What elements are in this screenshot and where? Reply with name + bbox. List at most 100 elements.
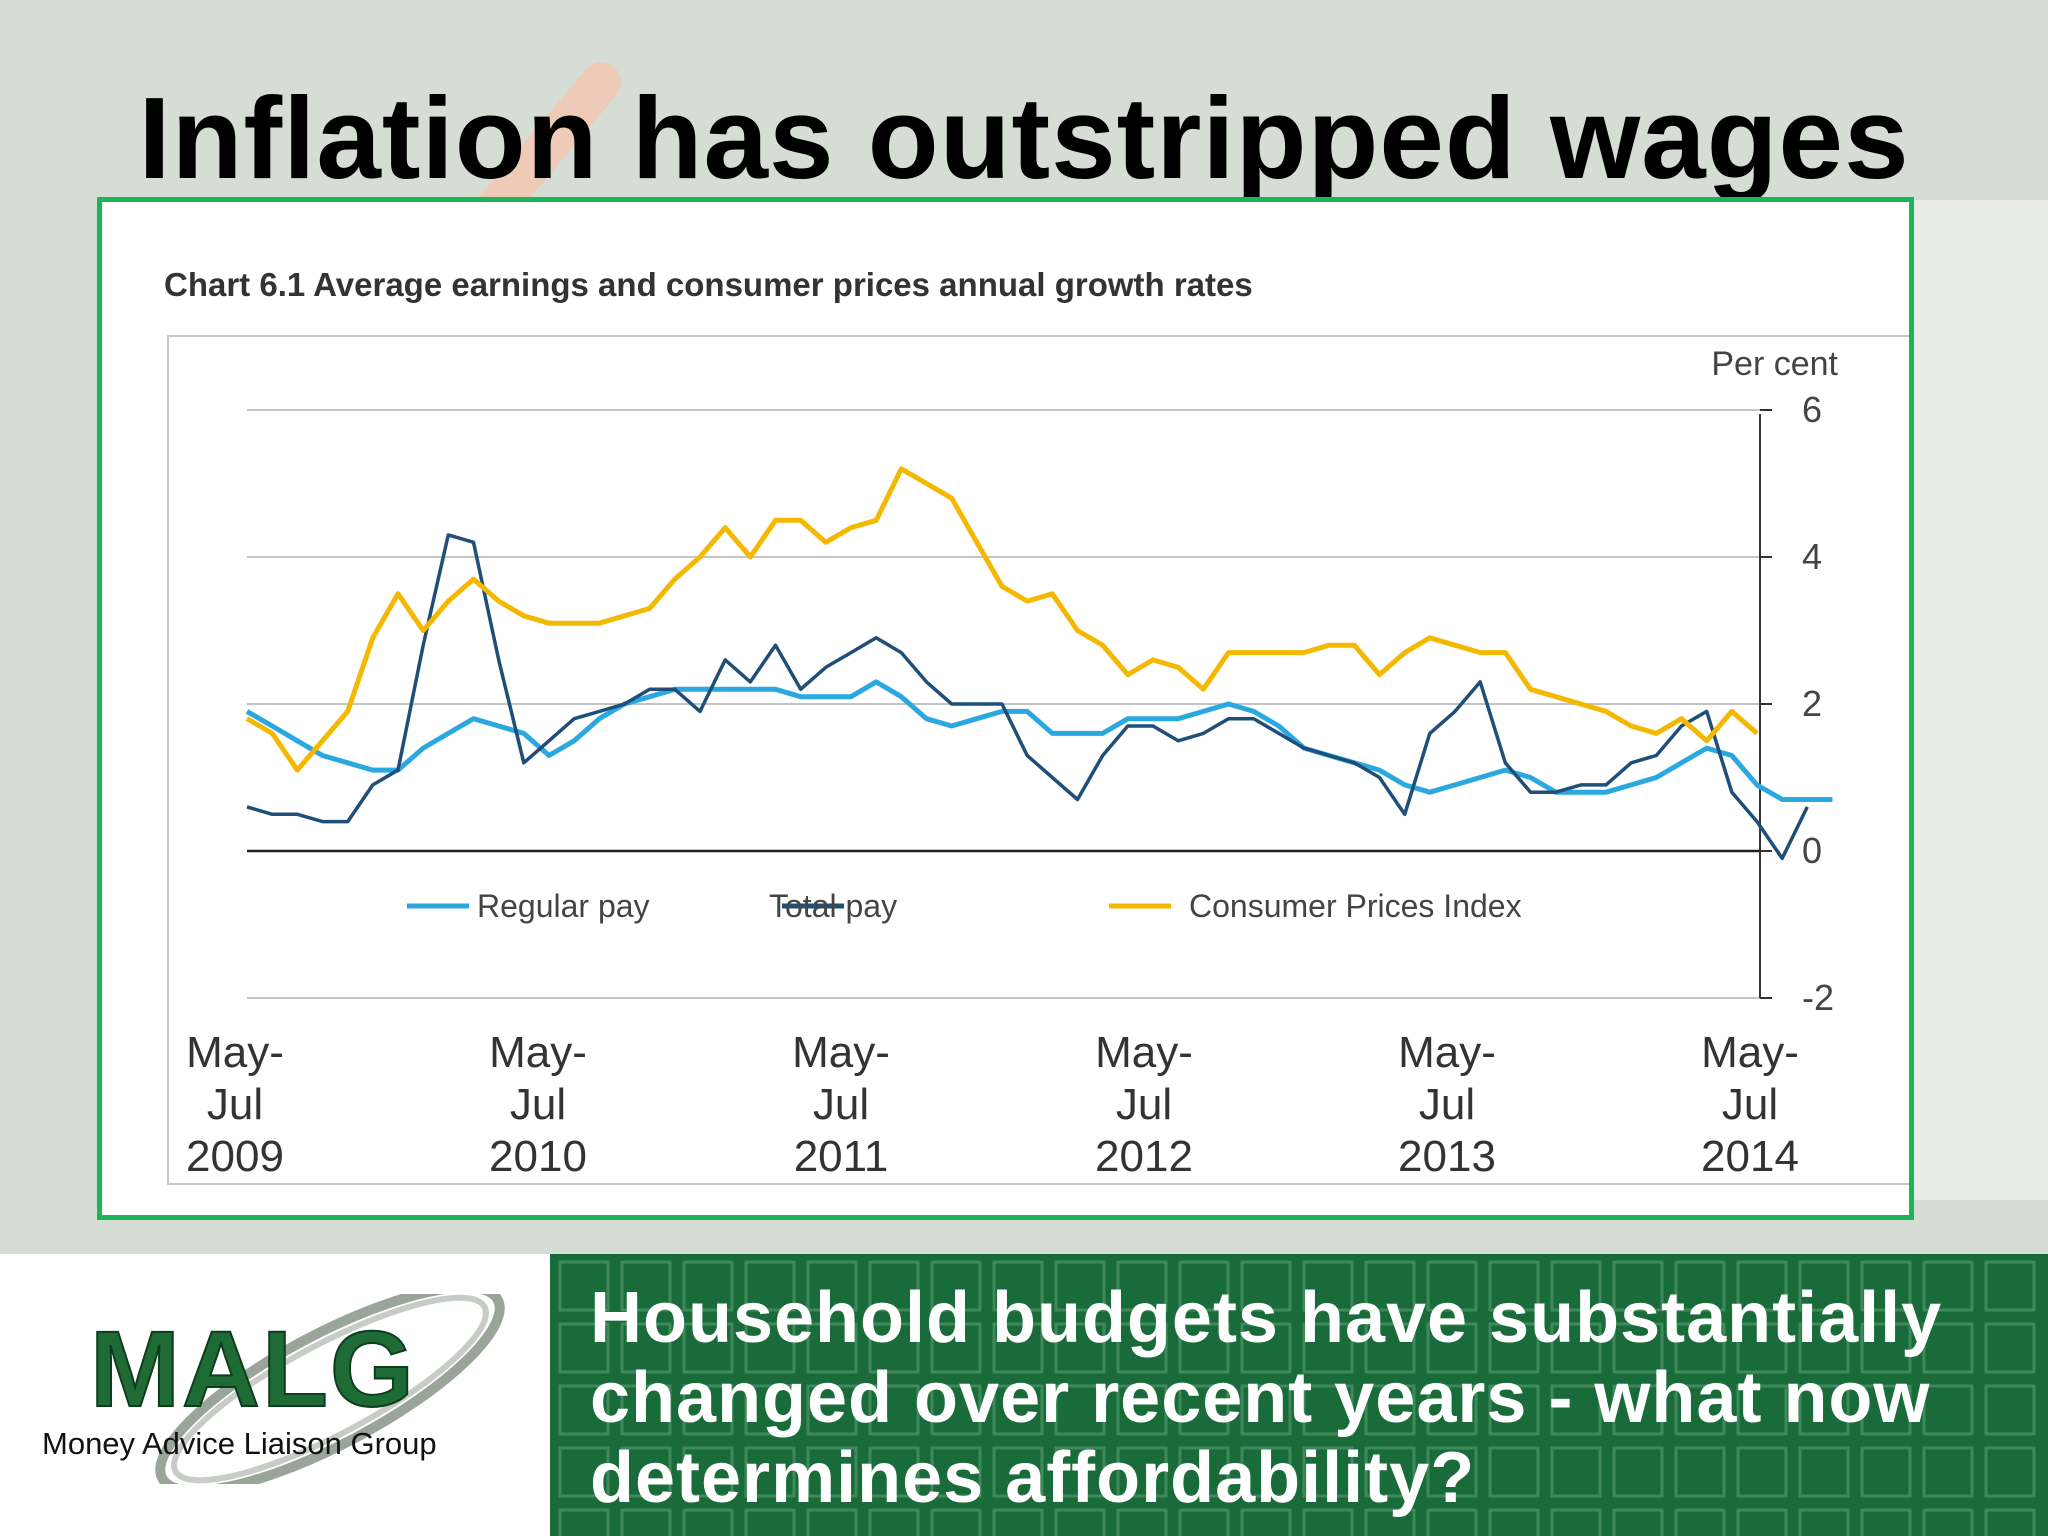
pattern-square [1488,1322,1540,1374]
pattern-square [558,1508,610,1536]
pattern-square [1116,1508,1168,1536]
pattern-square [1364,1260,1416,1312]
pattern-square [1736,1384,1788,1436]
pattern-square [1612,1446,1664,1498]
pattern-square [1612,1260,1664,1312]
pattern-square [1302,1446,1354,1498]
pattern-square [1612,1508,1664,1536]
pattern-square [1054,1322,1106,1374]
chart-title: Chart 6.1 Average earnings and consumer … [164,266,1253,303]
pattern-square [1612,1322,1664,1374]
pattern-square [1860,1322,1912,1374]
x-tick-label: May- [1095,1028,1193,1077]
pattern-square [1302,1322,1354,1374]
pattern-square [1798,1446,1850,1498]
x-tick-label: 2014 [1701,1132,1799,1181]
pattern-square [558,1384,610,1436]
y-tick-label: 0 [1802,830,1822,871]
legend-label: Regular pay [477,888,650,924]
pattern-square [992,1322,1044,1374]
pattern-square [620,1384,672,1436]
pattern-square [682,1322,734,1374]
pattern-square [1240,1508,1292,1536]
pattern-square [1798,1260,1850,1312]
pattern-square [930,1322,982,1374]
y-axis-label: Per cent [1711,345,1838,383]
pattern-square [1550,1322,1602,1374]
pattern-square [1488,1446,1540,1498]
pattern-square [1860,1446,1912,1498]
pattern-square [1736,1446,1788,1498]
pattern-square [1860,1260,1912,1312]
plot-border [167,335,1909,1185]
pattern-square [930,1508,982,1536]
pattern-square [1240,1260,1292,1312]
pattern-square [1922,1508,1974,1536]
pattern-square [1054,1446,1106,1498]
pattern-square [1426,1446,1478,1498]
logo-swoosh-icon [155,1294,505,1484]
slide-title: Inflation has outstripped wages [138,73,1910,203]
pattern-square [1488,1384,1540,1436]
pattern-square [744,1508,796,1536]
pattern-square [744,1384,796,1436]
pattern-square [1240,1384,1292,1436]
y-tick-label: -2 [1802,977,1834,1018]
chart-frame: Chart 6.1 Average earnings and consumer … [97,197,1914,1220]
pattern-square [1116,1322,1168,1374]
pattern-square [1364,1384,1416,1436]
pattern-square [1488,1260,1540,1312]
pattern-square [1736,1260,1788,1312]
pattern-square [806,1322,858,1374]
y-tick-label: 6 [1802,389,1822,430]
pattern-square [1922,1384,1974,1436]
pattern-square [682,1446,734,1498]
pattern-square [806,1508,858,1536]
pattern-square [744,1260,796,1312]
pattern-square [558,1322,610,1374]
series-lines [245,466,1833,861]
pattern-square [930,1260,982,1312]
pattern-square [868,1260,920,1312]
pattern-square [558,1446,610,1498]
x-tick-label: 2010 [489,1132,587,1181]
x-tick-label: 2013 [1398,1132,1496,1181]
pattern-square [1984,1322,2036,1374]
pattern-square [1302,1384,1354,1436]
pattern-square [1736,1322,1788,1374]
pattern-square [1054,1508,1106,1536]
pattern-square [1922,1322,1974,1374]
logo-mark: MALG [89,1308,416,1429]
pattern-square [1488,1508,1540,1536]
pattern-square [868,1446,920,1498]
pattern-square [620,1260,672,1312]
pattern-square [620,1446,672,1498]
series-line-regular-pay [245,679,1833,802]
legend: Regular pay Total pay Consumer Prices Inde… [407,888,1522,924]
pattern-square [1922,1446,1974,1498]
pattern-square [1426,1508,1478,1536]
series-line-consumer-prices-index [245,466,1759,773]
legend-label: Total pay [769,888,897,924]
x-tick-label: May- [1398,1028,1496,1077]
pattern-square [620,1508,672,1536]
x-tick-label: Jul [510,1080,566,1129]
pattern-square [1364,1446,1416,1498]
pattern-square [1302,1260,1354,1312]
pattern-square [868,1384,920,1436]
pattern-square [930,1384,982,1436]
pattern-square [1798,1384,1850,1436]
pattern-square [992,1446,1044,1498]
pattern-square [1178,1508,1230,1536]
pattern-square [1550,1384,1602,1436]
logo-panel: MALG Money Advice Liaison Group [0,1254,550,1536]
y-axis: 6 4 2 0 -2 [1759,389,1834,1018]
pattern-square [744,1446,796,1498]
x-tick-label: 2009 [186,1132,284,1181]
pattern-square [1674,1260,1726,1312]
pattern-square [1426,1384,1478,1436]
pattern-square [682,1508,734,1536]
pattern-square [1426,1322,1478,1374]
pattern-square [1674,1384,1726,1436]
pattern-square [1302,1508,1354,1536]
